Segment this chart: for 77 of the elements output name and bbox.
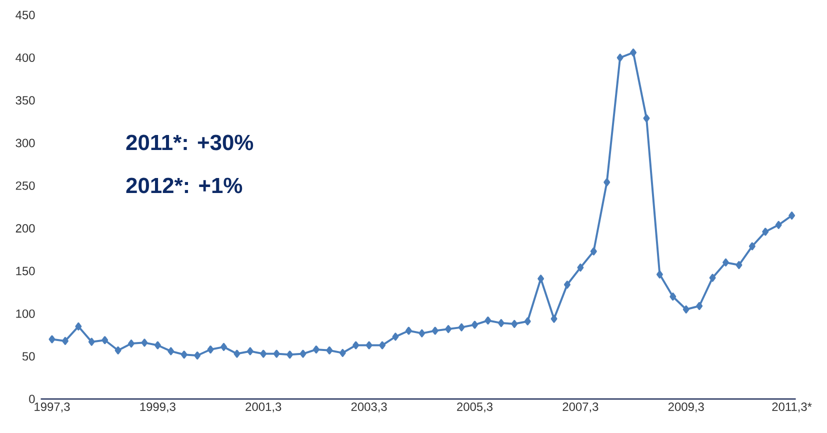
point <box>379 341 386 350</box>
point <box>339 348 346 357</box>
point <box>498 319 504 328</box>
y-tick-label: 300 <box>16 138 35 148</box>
point <box>590 247 597 256</box>
point <box>577 264 584 272</box>
point <box>220 342 227 351</box>
point <box>538 274 544 283</box>
point <box>722 258 729 266</box>
point <box>656 270 663 278</box>
point <box>154 341 161 350</box>
point <box>696 302 703 310</box>
point <box>207 346 214 354</box>
point <box>352 341 360 350</box>
point <box>564 280 570 289</box>
point <box>405 326 412 335</box>
point <box>788 212 796 220</box>
point <box>312 346 320 354</box>
point <box>246 347 254 356</box>
point <box>114 346 122 354</box>
point <box>432 326 438 335</box>
point <box>616 54 624 62</box>
y-tick-label: 450 <box>16 10 35 20</box>
x-tick-label: 2005,3 <box>457 402 493 412</box>
point <box>168 347 174 356</box>
point <box>682 305 690 314</box>
annotation: 2011*: +30% <box>126 134 254 150</box>
x-tick-label: 2001,3 <box>246 402 282 412</box>
point <box>141 338 148 347</box>
point <box>643 114 650 122</box>
point <box>484 316 492 324</box>
point <box>194 351 201 360</box>
point <box>630 48 637 57</box>
point <box>88 338 95 346</box>
point <box>511 320 518 328</box>
y-tick-label: 0 <box>29 394 35 404</box>
x-tick-label: 2007,3 <box>562 402 598 412</box>
point <box>75 322 82 330</box>
point <box>392 332 399 341</box>
x-tick-label: 2009,3 <box>668 402 704 412</box>
x-tick-label: 2011,3* <box>772 402 812 412</box>
point <box>260 350 267 358</box>
point <box>128 340 135 348</box>
point <box>524 317 531 326</box>
point <box>286 350 294 359</box>
y-tick-label: 200 <box>16 224 35 233</box>
point <box>709 274 716 282</box>
point <box>670 292 676 301</box>
y-tick-label: 400 <box>16 53 35 62</box>
y-tick-label: 150 <box>16 266 35 276</box>
x-tick-label: 1999,3 <box>140 402 176 412</box>
y-tick-label: 100 <box>16 309 35 318</box>
point <box>418 329 426 338</box>
point <box>273 350 280 358</box>
point <box>748 242 756 250</box>
point <box>300 350 306 358</box>
point <box>550 314 558 323</box>
point <box>326 346 333 354</box>
annotation: 2012*: +1% <box>126 178 242 194</box>
point <box>366 341 372 350</box>
point <box>102 336 108 344</box>
point <box>762 228 769 236</box>
y-tick-label: 350 <box>16 96 35 105</box>
point <box>604 178 610 186</box>
point <box>472 320 478 329</box>
point <box>234 350 240 358</box>
point <box>775 220 782 229</box>
point <box>445 325 452 334</box>
x-tick-label: 1997,3 <box>34 402 70 412</box>
point <box>736 261 742 270</box>
y-tick-label: 50 <box>22 352 35 361</box>
point <box>458 323 465 332</box>
x-tick-label: 2003,3 <box>351 402 387 412</box>
point <box>62 336 68 345</box>
point <box>48 335 56 344</box>
y-tick-label: 250 <box>16 181 35 190</box>
point <box>180 350 188 359</box>
